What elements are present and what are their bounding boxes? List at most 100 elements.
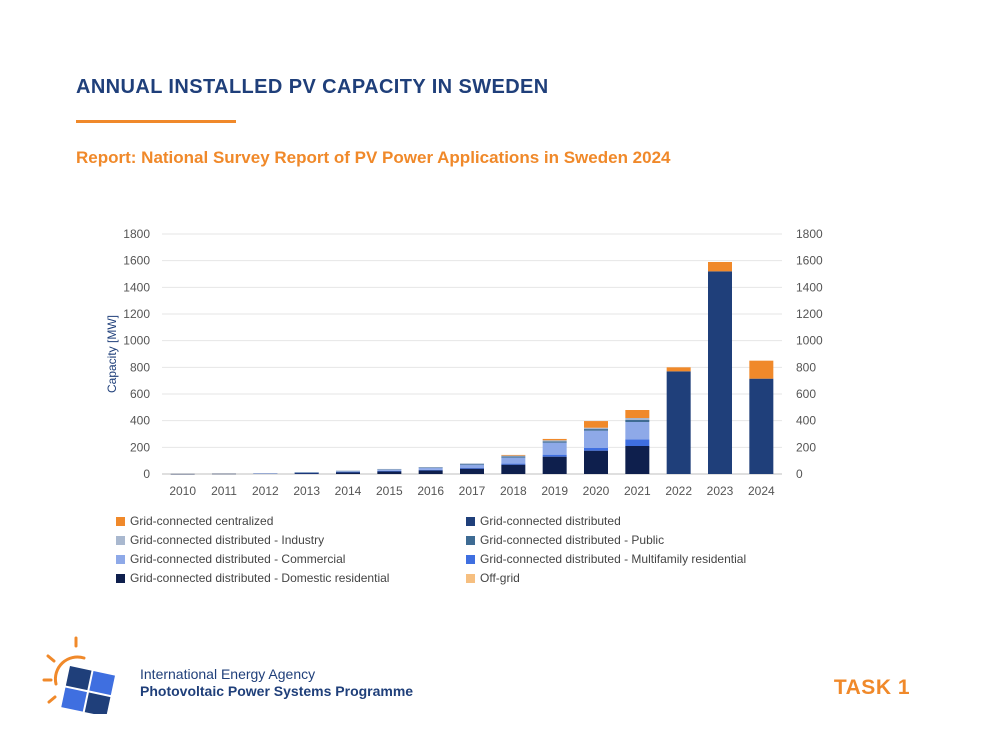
x-tick-label: 2011 (211, 484, 237, 498)
bar-segment (418, 467, 443, 468)
bar-segment (460, 464, 484, 465)
bar-segment (708, 262, 732, 272)
bar-segment (749, 378, 774, 474)
y-tick-label-right: 1600 (796, 254, 823, 268)
bar-segment (584, 450, 608, 474)
bar-segment (336, 471, 360, 472)
y-tick-label-right: 1800 (796, 227, 823, 241)
x-tick-label: 2023 (707, 484, 734, 498)
y-tick-label-left: 1000 (123, 334, 150, 348)
bar-segment (625, 439, 650, 446)
x-tick-label: 2015 (376, 484, 403, 498)
x-tick-label: 2010 (169, 484, 196, 498)
y-tick-label-left: 200 (130, 440, 150, 454)
x-tick-label: 2019 (541, 484, 568, 498)
task-label: TASK 1 (833, 676, 910, 699)
y-tick-label-right: 600 (796, 387, 816, 401)
y-tick-label-left: 0 (143, 467, 150, 481)
legend-swatch (116, 574, 125, 583)
x-tick-label: 2016 (417, 484, 444, 498)
legend-swatch (116, 517, 125, 526)
bar-segment (542, 440, 567, 442)
x-tick-label: 2014 (335, 484, 362, 498)
bar-segment (501, 463, 526, 465)
bar-segment (418, 469, 443, 471)
bar-segment (542, 442, 567, 455)
legend-label: Grid-connected distributed - Industry (130, 533, 324, 547)
page-title: ANNUAL INSTALLED PV CAPACITY IN SWEDEN (76, 76, 549, 98)
x-tick-label: 2013 (293, 484, 320, 498)
bar-segment (666, 367, 691, 372)
bar-segment (501, 455, 526, 457)
x-tick-label: 2020 (583, 484, 610, 498)
y-tick-label-left: 400 (130, 414, 150, 428)
bar-segment (377, 470, 402, 472)
bar-segment (460, 468, 484, 474)
y-tick-label-right: 200 (796, 440, 816, 454)
y-tick-label-right: 1000 (796, 334, 823, 348)
bar-segment (584, 448, 608, 451)
bar-segment (336, 471, 360, 473)
x-tick-label: 2024 (748, 484, 775, 498)
programme-name: Photovoltaic Power Systems Programme (140, 683, 414, 699)
bar-segment (170, 473, 195, 475)
legend-label: Grid-connected distributed - Public (480, 533, 664, 547)
bar-segment (584, 421, 608, 428)
bar-segment (584, 430, 608, 448)
iea-pvps-logo-icon (42, 636, 115, 714)
legend-swatch (466, 574, 475, 583)
bar-segment (584, 427, 608, 430)
bar-segment (418, 467, 443, 468)
legend-label: Grid-connected distributed - Commercial (130, 552, 345, 566)
bar-segment (501, 464, 526, 474)
bar-segment (377, 469, 402, 471)
bar-segment (336, 470, 360, 472)
org-name: International Energy Agency (140, 666, 316, 682)
bar-segment (294, 472, 319, 474)
bar-segment (377, 469, 402, 470)
bar-segment (625, 418, 650, 420)
bar-segment (625, 420, 650, 422)
bar-segment (377, 471, 402, 474)
y-tick-label-right: 1200 (796, 307, 823, 321)
y-tick-label-left: 1400 (123, 280, 150, 294)
title-underline (76, 120, 236, 123)
bar-segment (542, 456, 567, 474)
legend-label: Grid-connected centralized (130, 514, 273, 528)
bar-segment (460, 468, 484, 469)
bar-segment (584, 429, 608, 431)
x-tick-label: 2017 (459, 484, 486, 498)
y-tick-label-right: 400 (796, 414, 816, 428)
bar-segment (418, 467, 443, 470)
bar-segment (294, 472, 319, 474)
bar-segment (501, 454, 526, 456)
bar-segment (542, 438, 567, 441)
bar-segment (625, 422, 650, 440)
y-tick-label-right: 1400 (796, 280, 823, 294)
bar-segment (501, 457, 526, 464)
legend-label: Grid-connected distributed (480, 514, 621, 528)
bar-segment (294, 472, 319, 473)
bar-segment (542, 441, 567, 443)
x-tick-label: 2021 (624, 484, 651, 498)
bar-segment (501, 456, 526, 458)
y-tick-label-left: 1200 (123, 307, 150, 321)
legend-label: Grid-connected distributed - Multifamily… (480, 552, 746, 566)
bar-segment (542, 454, 567, 457)
bar-segment (377, 468, 402, 470)
y-tick-label-left: 1600 (123, 254, 150, 268)
bar-segment (625, 410, 650, 418)
y-tick-label-right: 0 (796, 467, 803, 481)
bar-segment (460, 464, 484, 468)
x-tick-label: 2022 (665, 484, 692, 498)
legend-label: Off-grid (480, 571, 520, 585)
bar-segment (460, 463, 484, 464)
y-tick-label-left: 1800 (123, 227, 150, 241)
legend-swatch (466, 555, 475, 564)
x-tick-label: 2012 (252, 484, 279, 498)
bar-segment (666, 371, 691, 474)
bar-segment (336, 472, 360, 474)
report-subtitle: Report: National Survey Report of PV Pow… (76, 148, 671, 167)
bar-segment (212, 473, 236, 475)
